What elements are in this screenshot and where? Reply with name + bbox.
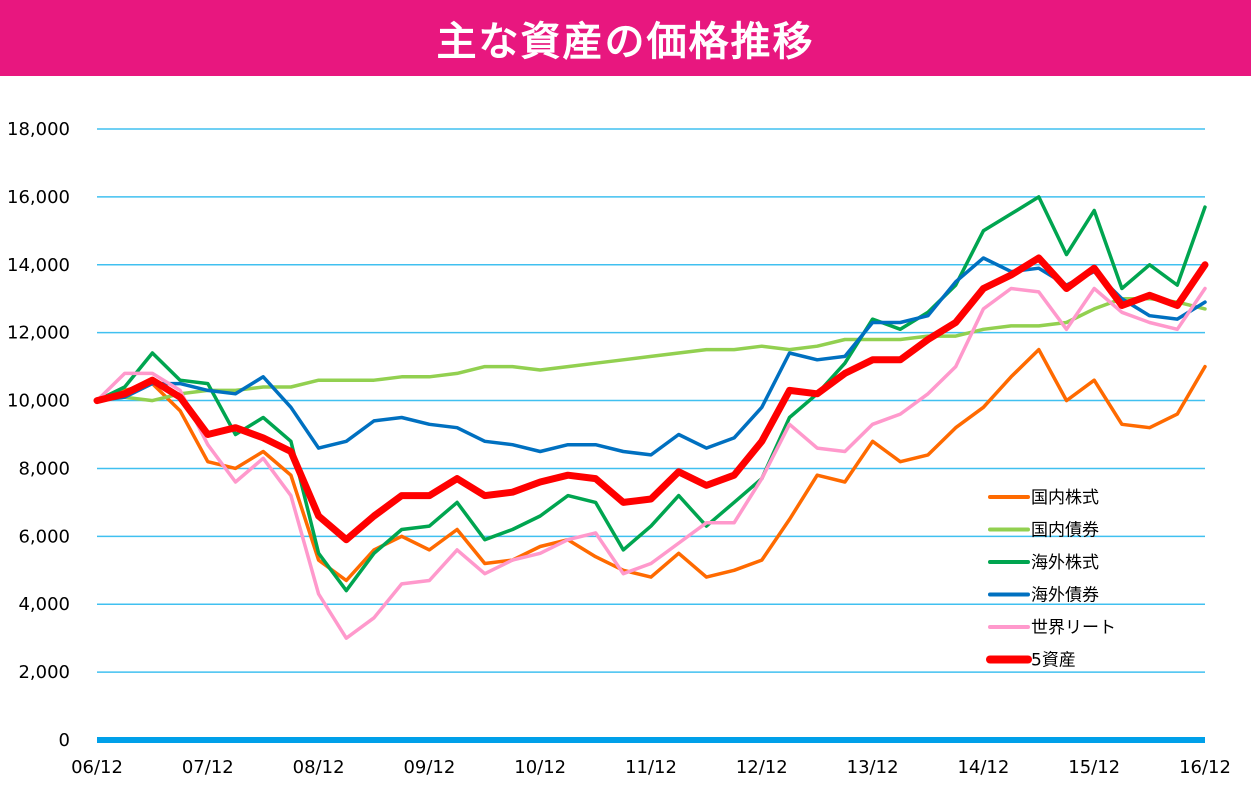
y-tick-label: 18,000 <box>7 119 70 140</box>
x-tick-label: 11/12 <box>625 757 677 778</box>
series-line-4 <box>95 286 1207 640</box>
series-line-1 <box>95 296 1207 403</box>
y-tick-label: 10,000 <box>7 391 70 412</box>
y-tick-label: 6,000 <box>18 526 70 547</box>
y-tick-label: 0 <box>59 730 70 751</box>
x-tick-label: 08/12 <box>293 757 345 778</box>
y-tick-label: 16,000 <box>7 187 70 208</box>
y-tick-label: 2,000 <box>18 662 70 683</box>
legend-label: 国内株式 <box>1031 488 1099 508</box>
legend-label: 世界リート <box>1031 618 1116 638</box>
series-line-0 <box>95 347 1207 583</box>
y-tick-label: 8,000 <box>18 458 70 479</box>
x-tick-label: 06/12 <box>71 757 123 778</box>
x-tick-label: 09/12 <box>403 757 455 778</box>
x-tick-label: 16/12 <box>1179 757 1231 778</box>
legend-label: 海外株式 <box>1031 553 1099 573</box>
legend-label: 5資産 <box>1031 651 1076 671</box>
x-tick-label: 12/12 <box>736 757 788 778</box>
chart-title: 主な資産の価格推移 <box>436 19 815 65</box>
x-tick-label: 14/12 <box>957 757 1009 778</box>
series-line-5 <box>93 254 1209 544</box>
x-tick-label: 13/12 <box>847 757 899 778</box>
title-bar: 主な資産の価格推移 <box>0 0 1251 76</box>
legend-label: 国内債券 <box>1031 521 1099 541</box>
legend-label: 海外債券 <box>1031 586 1099 606</box>
y-tick-label: 14,000 <box>7 255 70 276</box>
x-tick-label: 07/12 <box>182 757 234 778</box>
x-tick-label: 15/12 <box>1068 757 1120 778</box>
y-tick-label: 4,000 <box>18 594 70 615</box>
series-line-2 <box>95 195 1207 593</box>
x-tick-label: 10/12 <box>514 757 566 778</box>
y-tick-label: 12,000 <box>7 323 70 344</box>
